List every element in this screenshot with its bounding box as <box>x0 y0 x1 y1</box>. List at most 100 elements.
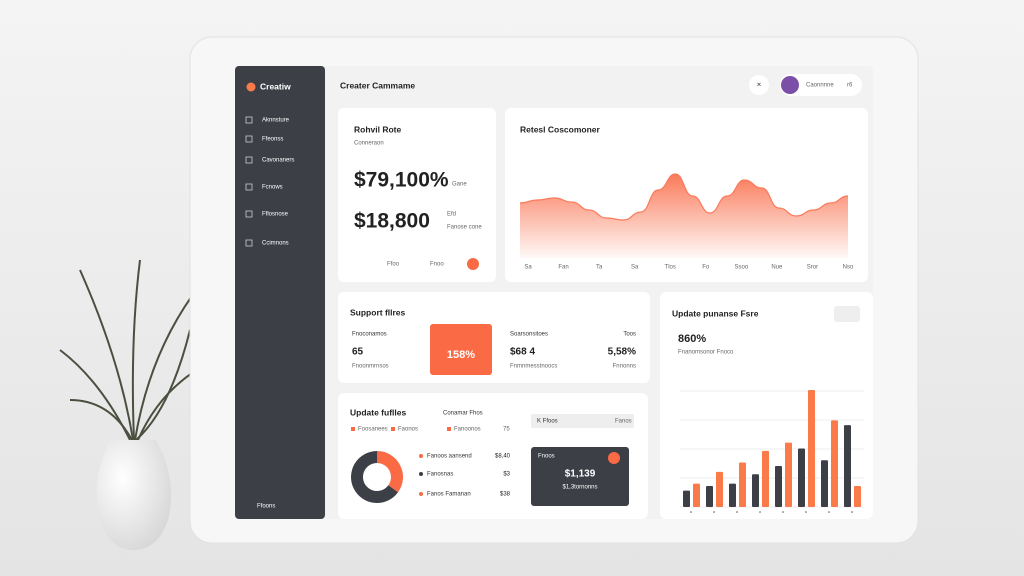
card <box>338 292 650 383</box>
nav-item[interactable]: Ffeonss <box>262 137 283 143</box>
legend-value: 75 <box>503 427 510 433</box>
chart-title: Update punanse Fsre <box>672 308 759 318</box>
search-box[interactable] <box>531 414 634 428</box>
nav-icon <box>245 116 253 124</box>
bar <box>844 425 851 507</box>
bar <box>716 471 723 507</box>
nav-icon <box>245 239 253 247</box>
list-value: $3 <box>503 472 510 478</box>
dark-card-caption: $1,3tornonns <box>562 485 597 491</box>
nav-item[interactable]: Ccimnons <box>262 241 289 247</box>
card-title: Support fllres <box>350 307 406 317</box>
bar <box>706 485 713 507</box>
bar <box>762 450 769 507</box>
x-tick-label: Sa <box>524 265 532 271</box>
legend-label: Foosanees <box>358 427 388 433</box>
stat-value: $79,100% <box>354 169 449 192</box>
stat-value: 65 <box>352 347 364 358</box>
donut-slice <box>377 451 403 493</box>
list-dot <box>419 492 423 496</box>
close-icon: ✕ <box>756 83 761 89</box>
bar <box>693 483 700 507</box>
dark-card-title: Fnoos <box>538 454 555 460</box>
avatar <box>781 76 799 94</box>
stat-note: Gane <box>452 182 467 188</box>
sidebar-footer[interactable]: Ffoons <box>257 504 275 510</box>
action-button[interactable] <box>467 258 479 270</box>
nav-item[interactable]: Fcnows <box>262 185 283 191</box>
legend-label: Fanoonos <box>454 427 481 433</box>
bar <box>683 490 690 507</box>
stat-label: Fnoconamos <box>352 332 387 338</box>
bar <box>775 466 782 507</box>
stat-note: Efd <box>447 212 456 218</box>
stat-value: $18,800 <box>354 210 430 233</box>
card-title: Update fuflles <box>350 407 406 417</box>
x-tick-label: Fo <box>702 265 710 271</box>
bar <box>739 462 746 507</box>
highlight-tile <box>430 324 492 375</box>
nav-item[interactable]: Fflosnose <box>262 212 289 218</box>
x-tick-label: Nso <box>843 265 854 271</box>
legend-label: Faonos <box>398 427 418 433</box>
page-title: Creater Cammame <box>340 80 415 90</box>
x-tick-label: Fan <box>558 265 568 271</box>
bar <box>821 460 828 507</box>
card-subtitle: Conneraon <box>354 141 384 147</box>
bar <box>831 420 838 507</box>
x-tick-label: Ssoo <box>734 265 748 271</box>
stat-caption: Fnnonns <box>613 364 636 370</box>
search-hint: Fanos <box>615 419 632 425</box>
card-subtitle: Conamar Fhos <box>443 411 483 417</box>
x-dot <box>736 511 738 513</box>
bar <box>854 485 861 507</box>
bar <box>785 442 792 507</box>
nav-icon <box>245 156 253 164</box>
close-button[interactable] <box>749 75 769 95</box>
x-tick-label: Nue <box>771 265 783 271</box>
stat-label: Toos <box>623 332 636 338</box>
user-pill[interactable] <box>780 74 862 96</box>
donut-slice <box>351 451 399 504</box>
x-tick-label: Sa <box>631 265 639 271</box>
search-text: K Ffoos <box>537 419 558 425</box>
dark-card-icon <box>608 452 620 464</box>
stat-value: 5,58% <box>608 347 636 358</box>
x-dot <box>759 511 761 513</box>
chart-menu[interactable] <box>834 306 860 322</box>
area <box>520 174 848 258</box>
card-footer: Ffoo <box>387 262 400 268</box>
x-dot <box>782 511 784 513</box>
stat-note: Fanose cone <box>447 225 482 231</box>
list-value: $8,40 <box>495 454 511 460</box>
list-value: $38 <box>500 492 511 498</box>
nav-icon <box>245 210 253 218</box>
card <box>338 108 496 282</box>
brand: Creatiw <box>260 81 291 91</box>
dark-card-value: $1,139 <box>565 469 596 480</box>
x-dot <box>828 511 830 513</box>
highlight-value: 158% <box>447 349 475 361</box>
x-tick-label: Tlos <box>665 265 676 271</box>
dark-card <box>531 447 629 506</box>
bar <box>808 390 815 507</box>
list-label: Fanoos aansend <box>427 454 472 460</box>
x-dot <box>851 511 853 513</box>
nav-item[interactable]: Aknnsture <box>262 118 290 124</box>
x-tick-label: Ta <box>596 265 603 271</box>
card-footer: Fnoo <box>430 262 444 268</box>
logo <box>246 82 256 92</box>
nav-item[interactable]: Cavonaners <box>262 158 294 164</box>
bar <box>752 474 759 507</box>
list-label: Fanosnas <box>427 472 453 478</box>
legend-swatch <box>447 427 451 431</box>
legend-swatch <box>391 427 395 431</box>
x-dot <box>713 511 715 513</box>
user-badge: r6 <box>847 83 853 89</box>
user-name: Caonnnne <box>806 83 834 89</box>
list-label: Fanos Famanan <box>427 492 471 498</box>
list-dot <box>419 454 423 458</box>
chart-caption: Fnanomsonor Fnoco <box>678 350 734 356</box>
x-dot <box>805 511 807 513</box>
